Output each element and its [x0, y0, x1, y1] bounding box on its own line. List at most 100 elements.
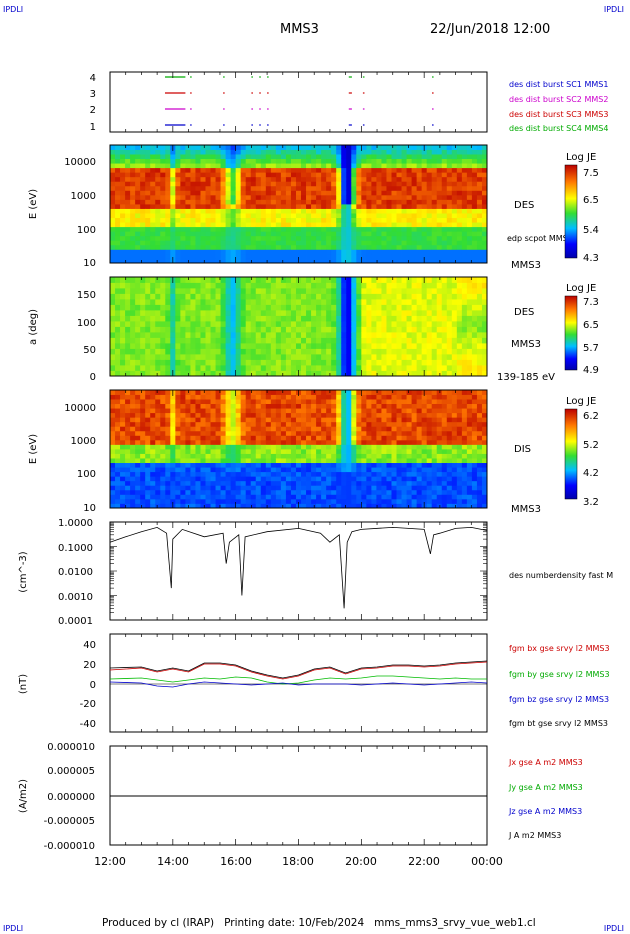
dis-spectrogram-cell	[290, 485, 297, 491]
des-spectrogram-cell	[215, 149, 221, 155]
des-spectrogram-cell	[190, 185, 196, 191]
dis-spectrogram-cell	[230, 458, 237, 464]
pitch-spectrogram-cell	[326, 337, 332, 344]
des-spectrogram-cell	[431, 190, 438, 196]
des-spectrogram-cell	[185, 199, 191, 205]
pitch-spectrogram-cell	[361, 354, 367, 360]
des-spectrogram-cell	[270, 163, 277, 169]
dis-spectrogram-cell	[416, 498, 423, 504]
pitch-spectrogram-cell	[341, 365, 347, 371]
dis-spectrogram-cell	[311, 503, 317, 509]
dis-spectrogram-cell	[386, 412, 392, 418]
pitch-spectrogram-cell	[220, 293, 227, 300]
pitch-spectrogram-cell	[311, 282, 317, 289]
dis-spectrogram-cell	[220, 412, 227, 418]
dis-spectrogram-cell	[165, 421, 171, 427]
dis-spectrogram-cell	[255, 494, 262, 500]
dis-spectrogram-cell	[235, 467, 242, 473]
dis-spectrogram-cell	[220, 417, 227, 423]
dis-spectrogram-cell	[341, 435, 347, 441]
pitch-spectrogram-cell	[290, 288, 297, 294]
des-spectrogram-cell	[290, 158, 297, 164]
dis-spectrogram-cell	[376, 494, 382, 500]
des-spectrogram-cell	[306, 181, 312, 187]
des-spectrogram-cell	[351, 185, 357, 191]
pitch-spectrogram-cell	[341, 332, 347, 338]
dis-spectrogram-cell	[406, 430, 412, 436]
des-spectrogram-cell	[255, 213, 262, 219]
pitch-spectrogram-cell	[431, 326, 438, 333]
des-spectrogram-cell	[406, 222, 412, 228]
pitch-spectrogram-cell	[356, 277, 362, 283]
des-spectrogram-cell	[386, 231, 392, 237]
pitch-spectrogram-cell	[306, 370, 312, 377]
pitch-spectrogram-cell	[441, 343, 448, 349]
des-spectrogram-cell	[431, 158, 438, 164]
pitch-spectrogram-cell	[371, 370, 377, 377]
des-spectrogram-cell	[285, 208, 292, 214]
des-spectrogram-cell	[376, 253, 382, 259]
pitch-spectrogram-cell	[170, 359, 176, 366]
dis-spectrogram-cell	[411, 408, 418, 414]
des-spectrogram-cell	[135, 244, 141, 250]
des-spectrogram-cell	[195, 240, 201, 246]
dis-spectrogram-cell	[361, 458, 367, 464]
des-spectrogram-cell	[466, 213, 473, 219]
pitch-spectrogram-cell	[356, 354, 362, 360]
dis-spectrogram-cell	[205, 408, 211, 414]
des-spectrogram-cell	[220, 194, 227, 200]
dis-spectrogram-cell	[240, 467, 247, 473]
des-spectrogram-cell	[260, 190, 267, 196]
des-spectrogram-cell	[190, 208, 196, 214]
des-spectrogram-cell	[135, 253, 141, 259]
des-spectrogram-cell	[285, 258, 292, 264]
dis-spectrogram-cell	[376, 426, 382, 432]
pitch-spectrogram-cell	[386, 293, 392, 300]
dis-spectrogram-cell	[235, 449, 242, 454]
dis-spectrogram-cell	[160, 489, 166, 495]
des-spectrogram-cell	[326, 172, 332, 178]
dis-spectrogram-cell	[220, 498, 227, 504]
des-spectrogram-cell	[110, 253, 116, 259]
des-spectrogram-cell	[336, 190, 342, 196]
dis-spectrogram-cell	[396, 489, 402, 495]
dis-spectrogram-cell	[145, 430, 151, 436]
pitch-spectrogram-cell	[135, 315, 141, 322]
des-spectrogram-cell	[130, 208, 136, 214]
dis-spectrogram-cell	[311, 417, 317, 423]
des-spectrogram-cell	[275, 231, 282, 237]
des-spectrogram-cell	[401, 199, 407, 205]
dis-spectrogram-cell	[195, 449, 201, 454]
des-spectrogram-cell	[366, 249, 372, 255]
dis-spectrogram-cell	[240, 462, 247, 468]
dis-spectrogram-cell	[230, 426, 237, 432]
pitch-spectrogram-cell	[346, 277, 352, 283]
pitch-spectrogram-cell	[180, 365, 186, 371]
des-spectrogram-cell	[351, 258, 357, 264]
des-spectrogram-cell	[406, 149, 412, 155]
pitch-spectrogram-cell	[426, 282, 433, 289]
dis-spectrogram-cell	[200, 412, 206, 418]
dis-spectrogram-cell	[356, 498, 362, 504]
des-spectrogram-cell	[421, 204, 428, 209]
des-spectrogram-cell	[391, 226, 397, 232]
pitch-colorbar-title: Log JE	[566, 283, 596, 294]
des-spectrogram-cell	[270, 172, 277, 178]
des-side-label: DES	[514, 200, 534, 211]
des-spectrogram-cell	[165, 226, 171, 232]
pitch-spectrogram-cell	[406, 288, 412, 294]
dis-spectrogram-cell	[245, 435, 252, 441]
pitch-spectrogram-cell	[306, 326, 312, 333]
pitch-spectrogram-cell	[120, 288, 126, 294]
dis-spectrogram-cell	[245, 489, 252, 495]
pitch-spectrogram-cell	[180, 299, 186, 305]
pitch-spectrogram-cell	[290, 359, 297, 366]
dis-spectrogram-cell	[235, 408, 242, 414]
pitch-spectrogram-cell	[125, 299, 131, 305]
dis-spectrogram-cell	[125, 435, 131, 441]
des-spectrogram-cell	[225, 258, 232, 264]
dis-spectrogram-cell	[175, 489, 181, 495]
des-spectrogram-cell	[326, 222, 332, 228]
dis-spectrogram-cell	[110, 503, 116, 509]
des-spectrogram-cell	[426, 222, 433, 228]
